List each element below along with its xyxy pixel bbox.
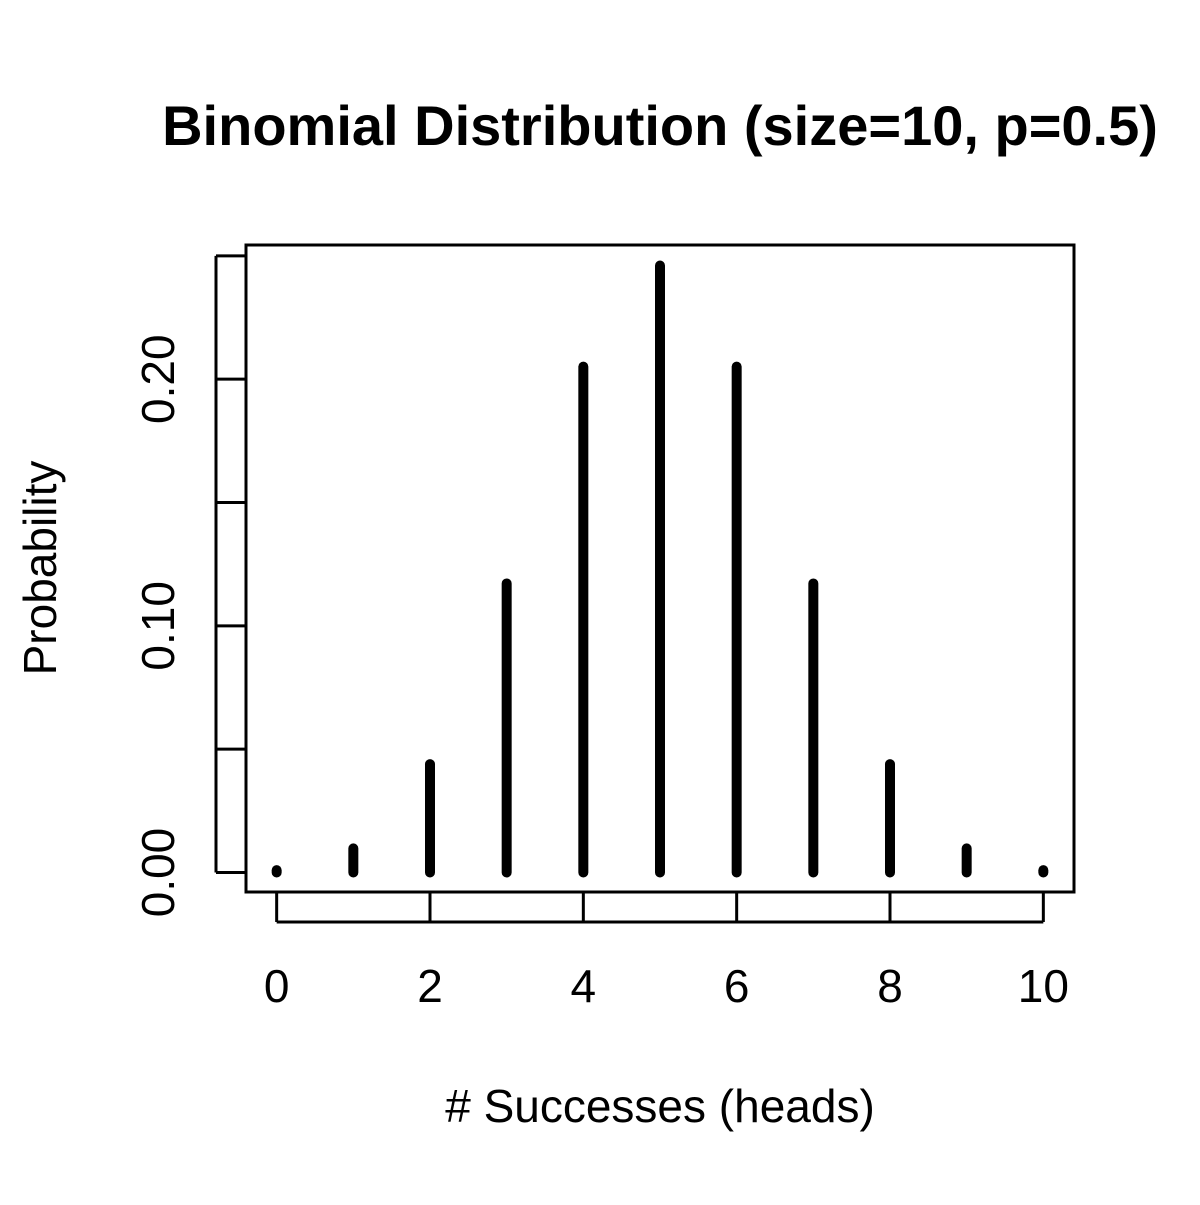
bars-group [271,260,1049,878]
chart-title: Binomial Distribution (size=10, p=0.5) [162,94,1158,157]
x-tick-label: 6 [724,960,750,1012]
x-tick-label: 8 [877,960,903,1012]
y-axis: 0.00 0.10 0.20 [132,254,246,918]
y-tick-label: 0.20 [132,334,184,424]
y-tick-label: 0.00 [132,828,184,918]
x-tick-label: 10 [1018,960,1069,1012]
x-tick-label: 2 [417,960,443,1012]
x-tick-label: 4 [571,960,597,1012]
x-axis-label: # Successes (heads) [445,1080,875,1132]
x-axis: 0 2 4 6 8 10 [264,892,1069,1012]
y-tick-label: 0.10 [132,581,184,671]
y-axis-label: Probability [14,461,66,676]
plot-frame [244,243,1076,894]
x-tick-label: 0 [264,960,290,1012]
